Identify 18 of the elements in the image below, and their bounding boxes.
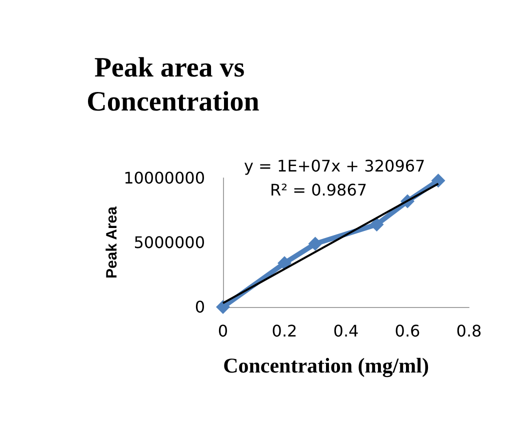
x-tick-label: 0.8 (456, 322, 482, 340)
x-tick-label: 0 (218, 322, 228, 340)
x-axis-title: Concentration (mg/ml) (223, 354, 429, 378)
point (308, 236, 322, 251)
x-tick-label: 0.2 (272, 322, 298, 340)
y-tick-label: 10000000 (124, 168, 205, 188)
chart-title: Peak area vs Concentration (86, 52, 260, 118)
y-tick-label: 0 (194, 298, 205, 316)
x-tick-label: 0.6 (394, 322, 420, 340)
point (370, 217, 384, 232)
y-tick-label: 5000000 (134, 233, 205, 252)
x-tick-label: 0.4 (333, 322, 359, 340)
text: y = 1E+07x + 320967 (244, 156, 426, 176)
point (216, 300, 230, 314)
point (431, 174, 446, 188)
point (278, 256, 292, 270)
y-axis-title: Peak Area (104, 206, 121, 278)
annotation: R² = 0.9867 (270, 180, 368, 200)
